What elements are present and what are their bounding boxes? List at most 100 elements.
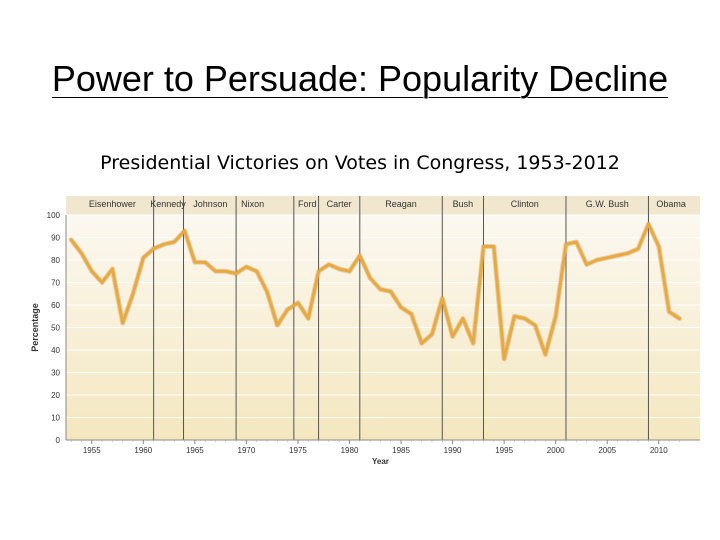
data-point: [131, 292, 135, 295]
data-point: [90, 270, 93, 273]
data-point: [348, 270, 351, 273]
data-point: [441, 297, 444, 300]
x-tick-label-1965: 1965: [186, 446, 204, 455]
data-point: [173, 240, 176, 244]
slide-title: Power to Persuade: Popularity Decline: [0, 58, 720, 100]
data-point: [245, 265, 248, 268]
data-point: [616, 254, 619, 257]
y-tick-label-40: 40: [51, 346, 60, 355]
x-tick-label-1970: 1970: [238, 446, 256, 455]
data-point: [379, 288, 382, 291]
data-point: [203, 261, 207, 264]
data-point: [420, 342, 423, 345]
data-point: [451, 335, 454, 338]
data-point: [430, 333, 434, 336]
y-tick-label-30: 30: [51, 369, 60, 378]
data-point: [327, 263, 331, 266]
data-point: [100, 281, 104, 284]
data-point: [492, 245, 496, 248]
x-tick-label-1995: 1995: [495, 446, 513, 455]
president-label-johnson: Johnson: [193, 199, 227, 209]
data-point: [296, 301, 300, 304]
data-point: [358, 254, 362, 257]
x-tick-label-2005: 2005: [598, 446, 616, 455]
data-point: [626, 252, 630, 255]
president-label-obama: Obama: [656, 199, 686, 209]
x-tick-label-2010: 2010: [650, 446, 668, 455]
data-point: [595, 258, 599, 262]
data-point: [647, 222, 650, 226]
president-label-eisenhower: Eisenhower: [89, 199, 136, 209]
data-point: [234, 272, 238, 275]
data-point: [678, 317, 681, 320]
data-point: [255, 270, 258, 273]
series-line-0: [69, 222, 681, 361]
data-point: [183, 229, 186, 232]
president-band: [66, 196, 700, 215]
president-label-kennedy: Kennedy: [150, 199, 186, 209]
data-point: [162, 243, 166, 246]
data-point: [276, 324, 279, 327]
x-tick-label-1955: 1955: [83, 446, 101, 455]
data-point: [533, 324, 537, 327]
data-point: [121, 321, 124, 325]
data-point: [337, 267, 341, 271]
data-point: [472, 342, 475, 345]
x-tick-label-1980: 1980: [341, 446, 359, 455]
data-point: [389, 290, 392, 293]
y-tick-label-10: 10: [51, 414, 60, 423]
data-point: [368, 276, 372, 280]
data-point: [111, 267, 114, 271]
y-axis-label: Percentage: [30, 303, 40, 352]
y-tick-label-80: 80: [51, 256, 60, 265]
slide-title-text: Power to Persuade: Popularity Decline: [51, 58, 669, 99]
chart-title: Presidential Victories on Votes in Congr…: [100, 152, 620, 174]
president-label-nixon: Nixon: [241, 199, 264, 209]
x-tick-label-1960: 1960: [134, 446, 152, 455]
data-point: [606, 256, 609, 259]
y-tick-label-0: 0: [56, 436, 61, 445]
data-point: [461, 317, 465, 320]
y-tick-label-60: 60: [51, 301, 60, 310]
data-point: [80, 252, 83, 255]
data-point: [193, 261, 197, 264]
data-point: [544, 353, 547, 356]
data-point: [636, 247, 640, 250]
x-axis-label: Year: [372, 457, 389, 466]
data-point: [575, 240, 578, 244]
data-point: [224, 270, 227, 273]
president-label-ford: Ford: [298, 199, 317, 209]
data-point: [69, 238, 73, 241]
data-point: [214, 270, 217, 273]
data-point: [410, 312, 413, 316]
y-tick-label-50: 50: [51, 324, 60, 333]
x-tick-label-1990: 1990: [444, 446, 462, 455]
data-point: [265, 290, 269, 293]
data-point: [502, 357, 506, 361]
president-label-reagan: Reagan: [385, 199, 417, 209]
data-point: [399, 306, 403, 309]
x-tick-label-1985: 1985: [392, 446, 410, 455]
data-point: [657, 245, 660, 248]
y-tick-label-20: 20: [51, 391, 60, 400]
data-point: [513, 315, 516, 318]
data-point: [667, 310, 671, 313]
data-point: [564, 243, 568, 246]
data-point: [554, 315, 557, 318]
data-point: [286, 308, 289, 311]
x-tick-label-1975: 1975: [289, 446, 307, 455]
y-tick-label-70: 70: [51, 279, 60, 288]
data-point: [152, 247, 155, 250]
president-label-gwbush: G.W. Bush: [586, 199, 629, 209]
x-tick-label-2000: 2000: [547, 446, 565, 455]
data-point: [317, 270, 320, 273]
president-label-clinton: Clinton: [511, 199, 539, 209]
data-point: [482, 245, 485, 248]
president-label-bush: Bush: [453, 199, 474, 209]
data-point: [307, 317, 310, 320]
y-tick-label-90: 90: [51, 234, 60, 243]
data-point: [142, 256, 145, 259]
y-tick-label-100: 100: [47, 211, 61, 220]
data-point: [585, 263, 588, 266]
president-label-carter: Carter: [327, 199, 352, 209]
